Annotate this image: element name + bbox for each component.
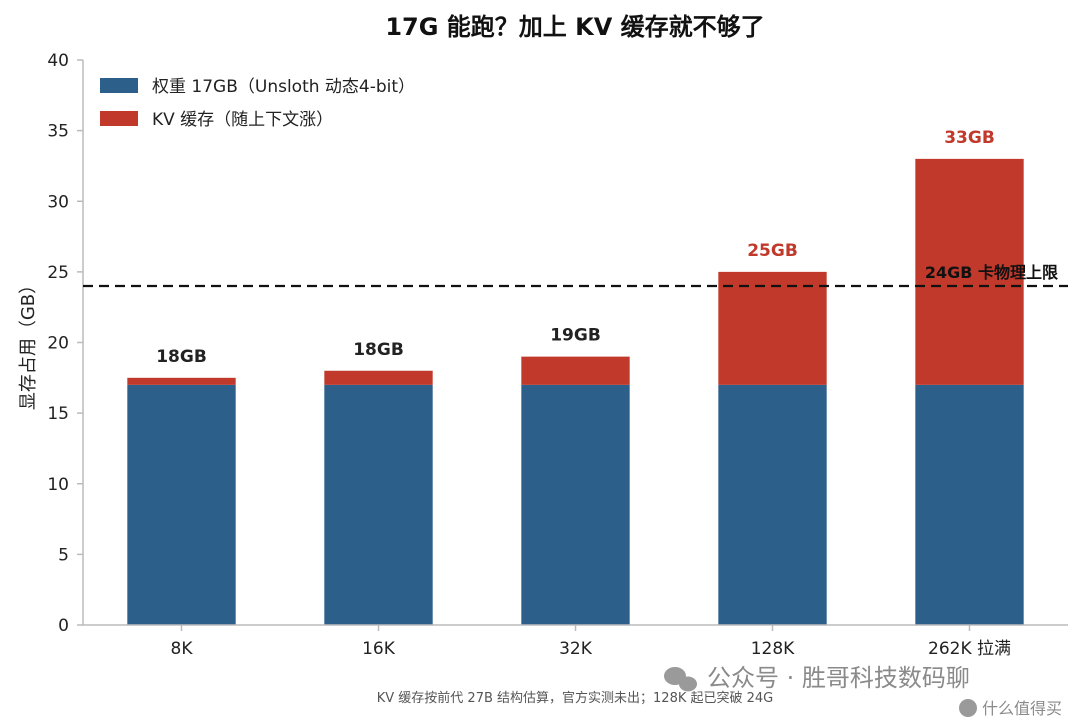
y-axis: 显存占用（GB）: [18, 276, 39, 410]
bar-total-label: 19GB: [550, 326, 601, 346]
legend: 权重 17GB（Unsloth 动态4-bit） KV 缓存（随上下文涨）: [100, 77, 415, 130]
x-tick-label: 32K: [559, 639, 593, 659]
bar-total-label: 33GB: [944, 128, 995, 148]
threshold-line: 24GB 卡物理上限: [83, 263, 1068, 288]
y-tick-label: 35: [47, 122, 69, 142]
x-ticks: 8K 16K 32K 128K 262K 拉满: [171, 625, 1011, 659]
watermark: 公众号 · 胜哥科技数码聊 什么值得买: [664, 664, 1062, 718]
legend-label-weights: 权重 17GB（Unsloth 动态4-bit）: [152, 77, 415, 97]
legend-swatch-weights: [100, 78, 138, 93]
chart-title: 17G 能跑？加上 KV 缓存就不够了: [385, 13, 764, 41]
x-tick-label: 262K 拉满: [928, 639, 1011, 659]
data-labels: 18GB 18GB 19GB 25GB 33GB: [156, 128, 995, 367]
y-ticks: 0 5 10 15 20 25 30 35 40: [47, 51, 83, 636]
bars: [127, 158, 1024, 625]
y-tick-label: 0: [58, 616, 69, 636]
bar-weights: [718, 384, 827, 625]
bar-kv-cache: [915, 158, 1024, 385]
x-tick-label: 8K: [171, 639, 194, 659]
bar-weights: [324, 384, 433, 625]
bar-total-label: 18GB: [156, 347, 207, 367]
bar-weights: [915, 384, 1024, 625]
bar-weights: [127, 384, 236, 625]
y-tick-label: 30: [47, 192, 69, 212]
bar-total-label: 25GB: [747, 241, 798, 261]
y-tick-label: 20: [47, 334, 69, 354]
x-tick-label: 128K: [751, 639, 795, 659]
y-axis-label: 显存占用（GB）: [18, 276, 39, 410]
y-tick-label: 25: [47, 263, 69, 283]
bar-kv-cache: [324, 370, 433, 385]
watermark-text: 公众号 · 胜哥科技数码聊: [707, 664, 970, 692]
legend-label-kv-cache: KV 缓存（随上下文涨）: [152, 110, 333, 130]
smzdm-icon: [959, 699, 977, 717]
y-tick-label: 10: [47, 475, 69, 495]
wechat-icon: [664, 667, 697, 692]
x-tick-label: 16K: [362, 639, 396, 659]
y-tick-label: 40: [47, 51, 69, 71]
bar-kv-cache: [127, 377, 236, 385]
bar-total-label: 18GB: [353, 340, 404, 360]
threshold-label: 24GB 卡物理上限: [925, 263, 1059, 282]
y-tick-label: 15: [47, 404, 69, 424]
bar-kv-cache: [521, 356, 630, 385]
y-tick-label: 5: [58, 545, 69, 565]
bar-weights: [521, 384, 630, 625]
watermark-corner-text: 什么值得买: [982, 699, 1062, 718]
legend-swatch-kv-cache: [100, 111, 138, 126]
bar-kv-cache: [718, 271, 827, 385]
footnote: KV 缓存按前代 27B 结构估算，官方实测未出；128K 起已突破 24G: [377, 690, 774, 706]
